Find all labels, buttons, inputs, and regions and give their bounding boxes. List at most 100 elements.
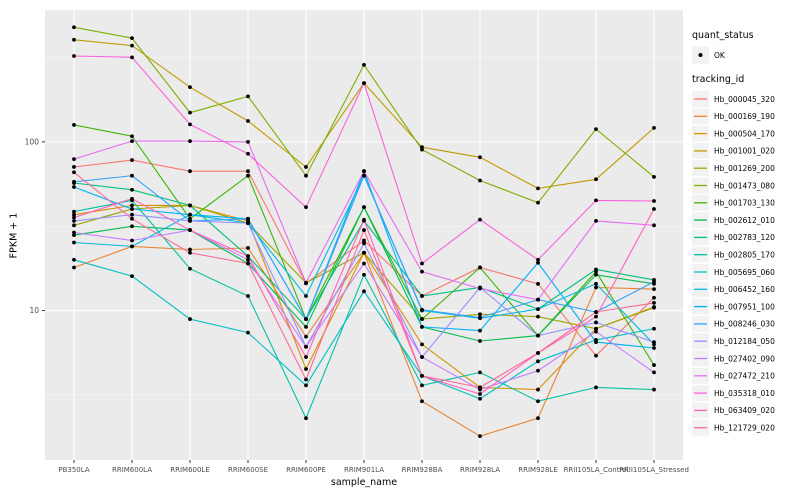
data-point: [130, 36, 134, 41]
data-point: [536, 359, 540, 364]
data-point: [304, 383, 308, 388]
data-point: [188, 85, 192, 90]
data-point: [188, 110, 192, 115]
data-point: [72, 240, 76, 245]
x-tick-label: RRII105LA_Stressed: [619, 466, 689, 474]
data-point: [420, 261, 424, 266]
data-point: [362, 289, 366, 294]
data-point: [478, 265, 482, 270]
x-tick-label: RRIM600SE: [228, 466, 268, 474]
data-point: [536, 200, 540, 205]
legend-label: Hb_007951_100: [714, 302, 775, 311]
data-point: [130, 216, 134, 221]
data-point: [362, 205, 366, 210]
data-point: [652, 363, 656, 367]
data-point: [130, 173, 134, 178]
data-point: [478, 392, 482, 396]
data-point: [594, 310, 598, 314]
data-point: [652, 207, 656, 211]
data-point: [304, 416, 308, 421]
data-point: [72, 157, 76, 162]
data-point: [652, 174, 656, 179]
data-point: [362, 250, 366, 255]
data-point: [478, 434, 482, 439]
legend-label: Hb_063409_020: [714, 406, 775, 415]
legend-label: Hb_002612_010: [714, 216, 775, 225]
data-point: [652, 346, 656, 350]
data-point: [72, 265, 76, 270]
data-point: [188, 203, 192, 208]
data-point: [362, 272, 366, 277]
data-point: [72, 37, 76, 42]
data-point: [536, 416, 540, 421]
data-point: [536, 260, 540, 265]
data-point: [246, 254, 250, 259]
data-point: [130, 238, 134, 243]
data-point: [188, 250, 192, 255]
data-point: [478, 339, 482, 343]
x-tick-label: RRII105LA_Control: [564, 466, 629, 474]
data-point: [362, 241, 366, 246]
data-point: [304, 294, 308, 298]
data-point: [246, 294, 250, 298]
legend-title-quant-status: quant_status: [692, 30, 754, 41]
data-point: [246, 221, 250, 225]
data-point: [188, 139, 192, 144]
data-point: [304, 324, 308, 329]
data-point: [362, 228, 366, 232]
data-point: [130, 55, 134, 60]
data-point: [420, 373, 424, 378]
data-point: [72, 170, 76, 175]
data-point: [420, 307, 424, 312]
legend-label-quant-status: OK: [714, 51, 726, 60]
data-point: [72, 212, 76, 217]
data-point: [246, 330, 250, 335]
data-point: [246, 169, 250, 174]
data-point: [72, 165, 76, 169]
data-point: [304, 355, 308, 359]
data-point: [130, 244, 134, 249]
data-point: [594, 385, 598, 390]
data-point: [188, 218, 192, 223]
data-point: [536, 351, 540, 355]
data-point: [130, 274, 134, 279]
data-point: [420, 324, 424, 329]
legend-label: Hb_008246_030: [714, 320, 775, 329]
data-point: [536, 368, 540, 373]
legend-label: Hb_001473_080: [714, 181, 775, 190]
data-point: [362, 81, 366, 86]
data-point: [304, 317, 308, 321]
data-point: [536, 399, 540, 404]
data-point: [130, 43, 134, 48]
data-point: [536, 333, 540, 338]
legend-label: Hb_001703_130: [714, 199, 775, 208]
data-point: [594, 272, 598, 277]
data-point: [652, 199, 656, 203]
data-point: [420, 383, 424, 388]
data-point: [72, 179, 76, 184]
data-point: [130, 212, 134, 217]
data-point: [72, 230, 76, 235]
legend-point-marker-icon: [698, 53, 703, 57]
legend-label: Hb_002805_170: [714, 251, 775, 260]
data-point: [652, 300, 656, 305]
data-point: [420, 294, 424, 298]
data-point: [304, 367, 308, 371]
x-tick-label: RRIM600LE: [170, 466, 210, 474]
data-point: [652, 305, 656, 310]
data-point: [478, 328, 482, 333]
data-point: [420, 342, 424, 347]
data-point: [246, 257, 250, 262]
data-point: [304, 165, 308, 169]
data-point: [362, 173, 366, 178]
legend-label: Hb_027472_210: [714, 372, 775, 381]
data-point: [420, 399, 424, 404]
data-point: [362, 62, 366, 67]
data-point: [536, 387, 540, 392]
data-point: [246, 216, 250, 221]
legend-label: Hb_005695_060: [714, 268, 775, 277]
data-point: [130, 134, 134, 139]
data-point: [420, 317, 424, 321]
data-point: [188, 266, 192, 271]
